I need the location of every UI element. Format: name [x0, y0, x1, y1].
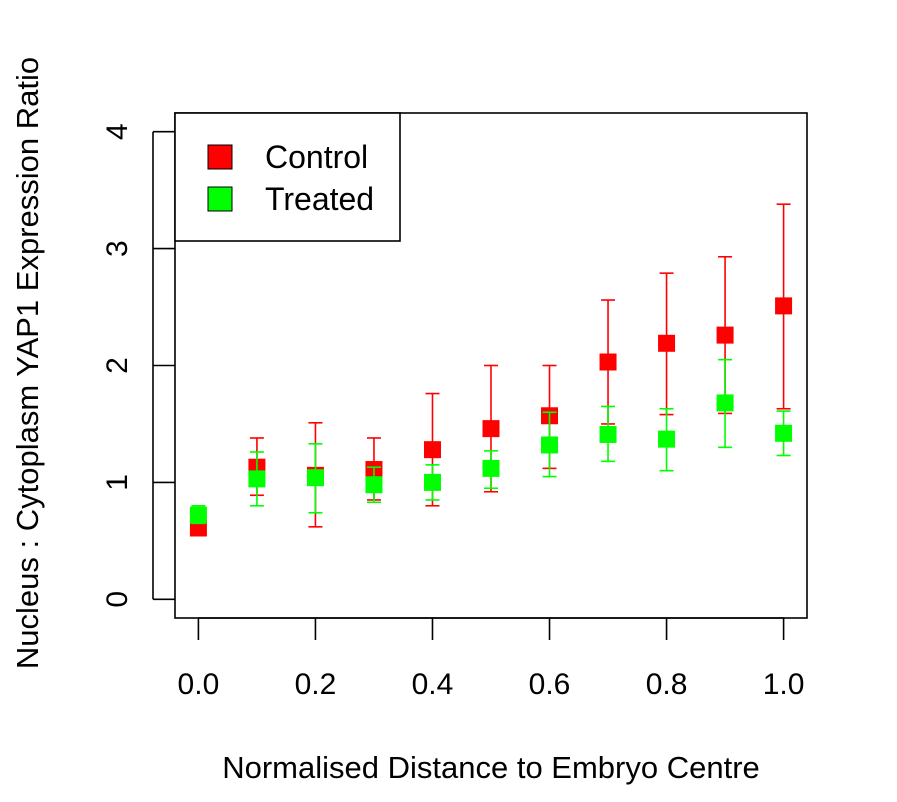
legend-box — [174, 112, 401, 242]
legend-label-treated: Treated — [265, 181, 374, 217]
data-point — [775, 297, 793, 315]
data-point — [189, 506, 207, 524]
x-tick-label: 0.8 — [646, 668, 688, 701]
legend-swatch-treated — [207, 186, 233, 212]
legend-swatch-control — [207, 144, 233, 170]
y-tick-label: 2 — [101, 357, 134, 374]
y-tick-label: 3 — [101, 240, 134, 257]
y-tick-label: 0 — [101, 591, 134, 608]
data-point — [599, 353, 617, 371]
data-point — [716, 394, 734, 412]
x-axis-title: Normalised Distance to Embryo Centre — [222, 750, 760, 785]
x-axis: 0.0 0.2 0.4 0.6 0.8 1.0 — [178, 617, 805, 701]
data-point — [541, 436, 559, 454]
x-tick-label: 0.6 — [529, 668, 571, 701]
data-point — [423, 441, 441, 459]
x-tick-label: 0.2 — [295, 668, 337, 701]
y-axis-title: Nucleus : Cytoplasm YAP1 Expression Rati… — [10, 57, 45, 669]
y-tick-label: 4 — [101, 123, 134, 140]
x-tick-label: 0.0 — [178, 668, 220, 701]
data-point — [306, 469, 324, 487]
x-tick-label: 0.4 — [412, 668, 454, 701]
y-tick-label: 1 — [101, 474, 134, 491]
data-point — [248, 470, 266, 488]
data-point — [599, 425, 617, 443]
legend: Control Treated — [174, 112, 401, 242]
data-point — [482, 459, 500, 477]
series-treated — [189, 358, 793, 525]
data-point — [423, 473, 441, 491]
data-point — [775, 424, 793, 442]
data-point — [716, 326, 734, 344]
x-tick-label: 1.0 — [763, 668, 805, 701]
legend-label-control: Control — [265, 139, 368, 175]
series-layer — [189, 203, 793, 537]
data-point — [658, 334, 676, 352]
data-point — [658, 430, 676, 448]
data-point — [365, 476, 383, 494]
y-axis: 0 1 2 3 4 — [101, 123, 175, 608]
data-point — [482, 420, 500, 438]
